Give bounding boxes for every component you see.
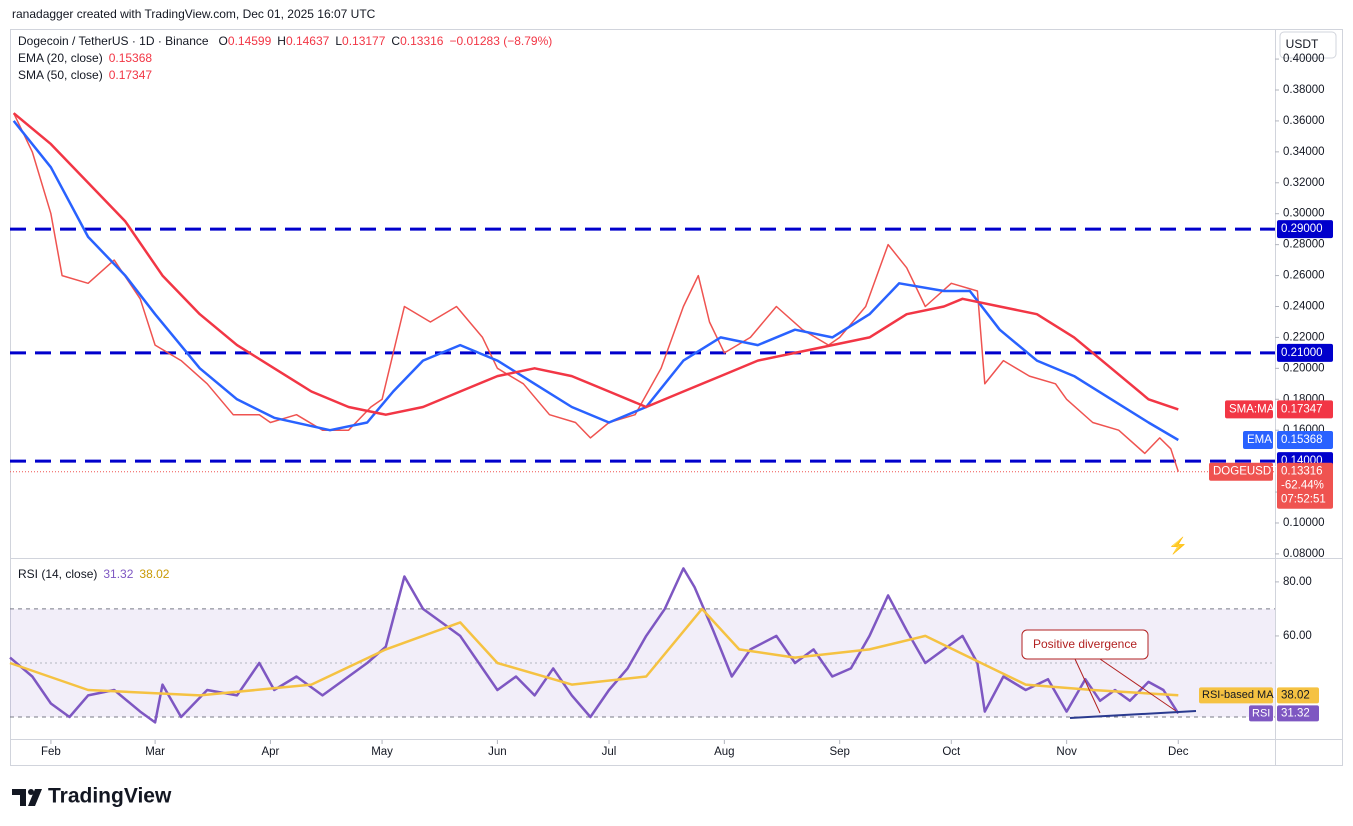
level-label: 0.29000 xyxy=(1281,223,1323,235)
y-tick-label: 0.32000 xyxy=(1283,177,1325,189)
price-name-box xyxy=(1209,462,1273,481)
x-tick-label: Jul xyxy=(602,746,617,758)
rsi-tag: RSI xyxy=(1252,707,1270,719)
y-tick-label: 0.22000 xyxy=(1283,331,1325,343)
level-label-box xyxy=(1277,220,1333,239)
price-value: 0.13316 xyxy=(1281,466,1323,478)
series-line xyxy=(12,112,1179,416)
x-tick-label: Apr xyxy=(261,746,279,758)
series-line xyxy=(12,120,1179,442)
logo-mark xyxy=(12,789,42,806)
quote-key: H xyxy=(277,34,286,48)
x-tick-label: Aug xyxy=(714,746,734,758)
y-tick-label: 0.24000 xyxy=(1283,301,1325,313)
tv-logo: TradingView xyxy=(12,785,172,808)
x-tick-label: Sep xyxy=(829,746,849,758)
ma-value-label: 0.17347 xyxy=(1281,403,1323,415)
y-tick-label: 0.10000 xyxy=(1283,517,1325,529)
rsi-value-box xyxy=(1277,687,1319,704)
y-tick-label: 0.26000 xyxy=(1283,270,1325,282)
x-tick-label: Jun xyxy=(488,746,507,758)
x-tick-label: Oct xyxy=(942,746,961,758)
annotation-arrow xyxy=(1099,658,1177,712)
ma-tag-box xyxy=(1243,430,1273,449)
ma-value: 0.15368 xyxy=(109,51,153,65)
price-change: -62.44% xyxy=(1281,480,1324,492)
divergence-annotation: Positive divergence xyxy=(1021,629,1197,719)
rsi-tag-box xyxy=(1249,705,1273,722)
y-tick-label: 0.08000 xyxy=(1283,548,1325,560)
level-label-box xyxy=(1277,343,1333,362)
y-tick-label: 0.36000 xyxy=(1283,115,1325,127)
main-legend: Dogecoin / TetherUS · 1D · Binance O0.145… xyxy=(18,34,552,48)
x-tick-label: Dec xyxy=(1168,746,1189,758)
quote-key: L xyxy=(335,34,342,48)
brand: TradingView xyxy=(48,785,172,808)
x-tick-label: May xyxy=(371,746,393,758)
y-tick-label: 0.38000 xyxy=(1283,84,1325,96)
y-tick-label: 0.40000 xyxy=(1283,53,1325,65)
quote-value: 0.13177 xyxy=(342,34,386,48)
logo-dot xyxy=(28,789,34,795)
frame xyxy=(10,29,1343,766)
quote-value: 0.13316 xyxy=(400,34,444,48)
y-tick-label: 0.30000 xyxy=(1283,208,1325,220)
quote-key: O xyxy=(219,34,228,48)
currency-box[interactable] xyxy=(1279,31,1337,59)
ma-tag: EMA xyxy=(1247,434,1272,446)
y-tick-label: 0.28000 xyxy=(1283,239,1325,251)
y-tick-label: 0.34000 xyxy=(1283,146,1325,158)
rsi-ma-value: 38.02 xyxy=(139,567,169,581)
y-tick-label: 60.00 xyxy=(1283,630,1312,642)
quote-key: C xyxy=(391,34,400,48)
ma-tag: SMA:MA xyxy=(1229,403,1275,415)
countdown: 07:52:51 xyxy=(1281,494,1326,506)
rsi-value-box xyxy=(1277,705,1319,722)
series-line xyxy=(13,112,1180,472)
rsi-tag: RSI-based MA xyxy=(1202,689,1274,701)
annotation-text: Positive divergence xyxy=(1033,637,1137,651)
x-tick-label: Feb xyxy=(41,746,61,758)
ma-value-label-box xyxy=(1277,430,1333,449)
level-label: 0.21000 xyxy=(1281,347,1323,359)
ma-name: SMA (50, close) xyxy=(18,68,103,82)
ma-value-label-box xyxy=(1277,400,1333,419)
series-line xyxy=(9,567,1180,724)
rsi-value-label: 31.32 xyxy=(1281,707,1310,719)
annotation-arrow xyxy=(1074,658,1101,714)
price-tag-box xyxy=(1277,462,1333,509)
rsi-legend: RSI (14, close) 31.32 38.02 xyxy=(18,567,170,581)
ma-name: EMA (20, close) xyxy=(18,51,103,65)
attribution: ranadagger created with TradingView.com,… xyxy=(12,7,376,21)
rsi-value-label: 38.02 xyxy=(1281,689,1310,701)
ma-value-label: 0.15368 xyxy=(1281,434,1323,446)
ma-legend: EMA (20, close) 0.15368 xyxy=(18,51,152,65)
quote: O0.14599 H0.14637 L0.13177 C0.13316 xyxy=(219,34,444,48)
ma-tag-box xyxy=(1225,400,1273,419)
rsi-tag-box xyxy=(1199,687,1273,704)
quote-change: −0.01283 (−8.79%) xyxy=(449,34,552,48)
quote-value: 0.14599 xyxy=(228,34,272,48)
series-line xyxy=(9,607,1179,697)
price-name: DOGEUSDT xyxy=(1213,466,1278,478)
currency[interactable]: USDT xyxy=(1286,37,1319,51)
x-tick-label: Mar xyxy=(145,746,165,758)
alert-icon[interactable]: ⚡ xyxy=(1168,536,1188,555)
ma-legend: SMA (50, close) 0.17347 xyxy=(18,68,152,82)
y-tick-label: 80.00 xyxy=(1283,576,1312,588)
ma-value: 0.17347 xyxy=(109,68,153,82)
rsi-title: RSI (14, close) xyxy=(18,567,97,581)
rsi-value: 31.32 xyxy=(103,567,133,581)
y-tick-label: 0.20000 xyxy=(1283,362,1325,374)
x-tick-label: Nov xyxy=(1056,746,1077,758)
symbol-title: Dogecoin / TetherUS · 1D · Binance xyxy=(18,34,209,48)
quote-value: 0.14637 xyxy=(286,34,330,48)
divergence-line xyxy=(1069,710,1197,719)
annotation-box xyxy=(1021,629,1149,660)
